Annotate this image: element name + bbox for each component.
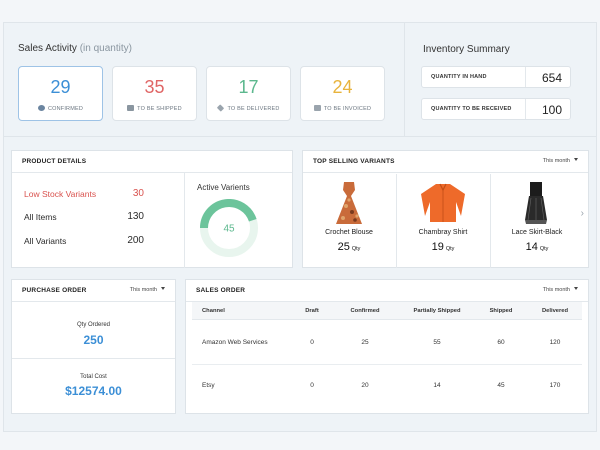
column-header: Draft — [305, 308, 319, 314]
quantity-in-hand-row[interactable]: QUANTITY IN HAND 654 — [421, 66, 571, 88]
shipped-cell: 45 — [497, 382, 505, 389]
invoice-icon — [313, 105, 321, 111]
top-variant-name: Chambray Shirt — [418, 229, 468, 236]
caret-down-icon — [161, 287, 165, 290]
top-selling-variants-panel: TOP SELLING VARIANTS This month Crochet … — [302, 150, 589, 268]
sales-order-table-header: Channel Draft Confirmed Partially Shippe… — [192, 302, 582, 320]
caret-down-icon — [574, 287, 578, 290]
quantity-to-be-received-value: 100 — [541, 103, 562, 117]
quantity-in-hand-value: 654 — [541, 71, 562, 85]
product-details-title: PRODUCT DETAILS — [22, 158, 87, 165]
to-be-invoiced-count: 24 — [332, 77, 353, 97]
low-stock-variants-value: 30 — [132, 188, 144, 199]
column-header: Shipped — [489, 308, 513, 314]
delivered-cell: 170 — [549, 382, 561, 389]
channel-cell: Amazon Web Services — [202, 339, 268, 346]
confirmed-label: CONFIRMED — [47, 106, 84, 112]
all-variants-value: 200 — [127, 235, 144, 246]
column-header: Partially Shipped — [413, 308, 461, 314]
all-items-label: All Items — [24, 212, 57, 222]
top-variant-qty: 25 — [337, 241, 350, 253]
sales-activity-section: Sales Activity (in quantity) 29 CONFIRME… — [4, 23, 404, 137]
partially-shipped-cell: 14 — [433, 382, 441, 389]
delivered-cell: 120 — [549, 339, 561, 346]
purchase-order-title: PURCHASE ORDER — [22, 287, 87, 294]
top-variant-item[interactable]: Chambray Shirt 19 Qty — [397, 174, 489, 268]
truck-icon — [127, 105, 135, 111]
shipped-cell: 60 — [497, 339, 505, 346]
dashboard-frame: Sales Activity (in quantity) 29 CONFIRME… — [3, 22, 597, 432]
inventory-summary-section: Inventory Summary QUANTITY IN HAND 654 Q… — [405, 23, 596, 137]
quantity-to-be-received-row[interactable]: QUANTITY TO BE RECEIVED 100 — [421, 98, 571, 120]
top-selling-variants-title: TOP SELLING VARIANTS — [313, 158, 395, 165]
qty-ordered-label: Qty Ordered — [76, 322, 110, 328]
confirmed-cell: 25 — [361, 339, 369, 346]
total-cost-value[interactable]: $12574.00 — [65, 384, 122, 398]
quantity-in-hand-label: QUANTITY IN HAND — [431, 74, 487, 80]
product-details-panel: PRODUCT DETAILS Low Stock Variants 30 Al… — [11, 150, 293, 268]
confirmed-card[interactable]: 29 CONFIRMED — [18, 66, 103, 121]
column-header: Delivered — [541, 308, 569, 314]
quantity-to-be-received-label: QUANTITY TO BE RECEIVED — [431, 106, 512, 112]
purchase-order-panel: PURCHASE ORDER This month Qty Ordered 25… — [11, 279, 176, 414]
top-selling-period-select[interactable]: This month — [543, 158, 578, 164]
to-be-delivered-label: TO BE DELIVERED — [227, 106, 280, 112]
top-variant-name: Crochet Blouse — [325, 229, 373, 236]
to-be-invoiced-card[interactable]: 24 TO BE INVOICED — [300, 66, 385, 121]
to-be-delivered-count: 17 — [238, 77, 259, 97]
skirt-icon — [525, 182, 547, 224]
top-variant-name: Lace Skirt-Black — [511, 229, 563, 236]
sales-activity-title: Sales Activity (in quantity) — [18, 43, 132, 54]
confirmed-count: 29 — [50, 77, 71, 97]
top-variant-qty: 14 — [525, 241, 538, 253]
column-header: Confirmed — [350, 308, 380, 314]
channel-cell: Etsy — [202, 382, 215, 389]
column-header: Channel — [202, 308, 225, 314]
shirt-icon — [421, 183, 465, 222]
section-divider — [404, 23, 405, 137]
total-cost-label: Total Cost — [80, 374, 107, 380]
dress-icon — [336, 182, 362, 224]
active-variants-gauge: 45 — [200, 199, 258, 257]
active-variants-title: Active Varients — [197, 183, 250, 192]
chevron-right-icon[interactable]: › — [580, 208, 584, 219]
top-variant-item[interactable]: Crochet Blouse 25 Qty — [303, 174, 395, 268]
confirmed-cell: 20 — [361, 382, 369, 389]
partially-shipped-cell: 55 — [433, 339, 441, 346]
draft-cell: 0 — [310, 382, 314, 389]
to-be-delivered-card[interactable]: 17 TO BE DELIVERED — [206, 66, 291, 121]
to-be-shipped-label: TO BE SHIPPED — [137, 106, 182, 112]
caret-down-icon — [574, 158, 578, 161]
active-variants-value: 45 — [223, 224, 235, 235]
check-circle-icon — [37, 105, 45, 111]
sales-order-period-select[interactable]: This month — [543, 287, 578, 293]
all-variants-label: All Variants — [24, 236, 67, 246]
draft-cell: 0 — [310, 339, 314, 346]
sales-activity-subtitle: (in quantity) — [79, 43, 132, 54]
sales-order-title: SALES ORDER — [196, 287, 246, 294]
box-icon — [217, 104, 225, 112]
qty-ordered-value[interactable]: 250 — [83, 333, 104, 347]
summary-band: Sales Activity (in quantity) 29 CONFIRME… — [4, 23, 596, 137]
top-variant-item[interactable]: Lace Skirt-Black 14 Qty — [491, 174, 583, 268]
inventory-summary-title: Inventory Summary — [423, 44, 510, 55]
low-stock-variants-label: Low Stock Variants — [24, 189, 97, 199]
gauge-fill — [200, 199, 257, 229]
all-items-value: 130 — [127, 211, 144, 222]
sales-order-panel: SALES ORDER This month Channel Draft Con… — [185, 279, 589, 414]
top-variant-qty: 19 — [431, 241, 444, 253]
to-be-shipped-card[interactable]: 35 TO BE SHIPPED — [112, 66, 197, 121]
to-be-invoiced-label: TO BE INVOICED — [323, 106, 372, 112]
to-be-shipped-count: 35 — [144, 77, 165, 97]
purchase-order-period-select[interactable]: This month — [130, 287, 165, 293]
